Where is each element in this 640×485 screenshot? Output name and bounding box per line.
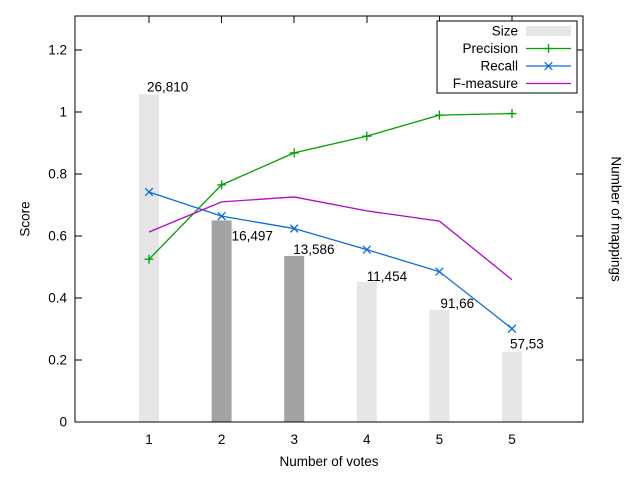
cross-marker	[144, 187, 154, 197]
series-line-f-measure	[148, 196, 513, 281]
x-tick-label: 1	[145, 432, 153, 447]
legend-label: Precision	[462, 41, 518, 56]
plus-marker	[434, 110, 444, 120]
bar-value-label: 16,497	[232, 228, 273, 243]
y-tick-label: 0.4	[48, 291, 67, 306]
bar-value-label: 26,810	[147, 79, 188, 94]
plus-marker	[217, 180, 227, 190]
y-tick-label: 1.2	[48, 43, 67, 58]
bar-value-label: 57,53	[510, 337, 544, 352]
x-tick-label: 3	[290, 432, 298, 447]
y-axis-title: Score	[18, 201, 33, 236]
size-bar	[356, 282, 377, 422]
cross-marker	[507, 324, 517, 333]
x-tick-label: 5	[436, 432, 444, 447]
cross-marker	[362, 245, 372, 254]
y-tick-label: 0.2	[48, 353, 67, 368]
size-bar	[502, 351, 522, 422]
x-tick-label: 5	[508, 432, 516, 447]
cross-marker	[544, 61, 553, 71]
legend-label: Recall	[480, 59, 518, 74]
plus-marker	[507, 109, 517, 119]
y-tick-label: 0.6	[48, 229, 67, 244]
cross-marker	[217, 211, 226, 221]
bar-value-label: 91,66	[440, 296, 474, 311]
x-axis-title: Number of votes	[279, 454, 378, 469]
y-tick-label: 0	[59, 415, 67, 430]
bar-value-label: 11,454	[367, 269, 408, 284]
x-tick-label: 2	[218, 432, 226, 447]
bar-value-label: 13,586	[293, 242, 334, 257]
plus-marker	[144, 254, 154, 264]
plus-marker	[362, 131, 372, 141]
size-bar	[284, 255, 305, 422]
x-tick-label: 4	[363, 432, 371, 447]
y-tick-label: 0.8	[48, 167, 67, 182]
series-line-recall	[148, 191, 513, 330]
legend-label: Size	[492, 24, 518, 39]
size-bar	[211, 220, 232, 422]
plus-marker	[544, 44, 553, 53]
legend-size-swatch	[526, 26, 571, 36]
legend-label: F-measure	[453, 76, 518, 91]
cross-marker	[289, 224, 299, 233]
size-bar	[429, 309, 450, 422]
cross-marker	[435, 267, 444, 276]
plot-generated-content: 0 0.2 0.4 0.6 0.8 1 1.2 1 2 3 4 5 5 26,810 16,497 13,58…	[48, 15, 584, 447]
plot-border	[74, 15, 584, 423]
plus-marker	[289, 148, 299, 158]
series-line-precision	[148, 112, 513, 260]
y2-axis-title: Number of mappings	[609, 156, 624, 282]
y-tick-label: 1	[59, 105, 67, 120]
